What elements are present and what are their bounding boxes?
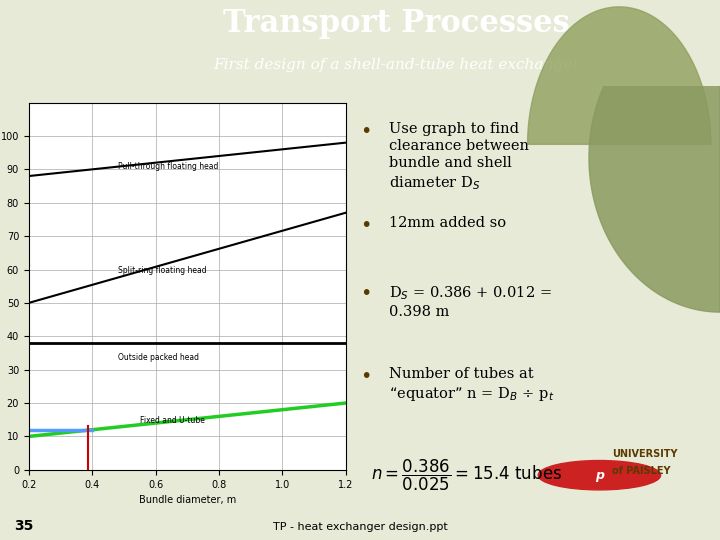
Text: Transport Processes: Transport Processes xyxy=(222,8,570,39)
Polygon shape xyxy=(528,7,711,144)
Text: •: • xyxy=(360,122,372,140)
Text: Use graph to find
clearance between
bundle and shell
diameter D$_S$: Use graph to find clearance between bund… xyxy=(389,122,528,192)
Text: UNIVERSITY: UNIVERSITY xyxy=(612,449,678,458)
Text: p: p xyxy=(595,469,604,482)
Text: of PAISLEY: of PAISLEY xyxy=(612,466,670,476)
Polygon shape xyxy=(589,3,720,312)
Text: $n = \dfrac{0.386}{0.025} = 15.4\ \mathrm{tubes}$: $n = \dfrac{0.386}{0.025} = 15.4\ \mathr… xyxy=(371,457,562,493)
X-axis label: Bundle diameter, m: Bundle diameter, m xyxy=(138,495,236,505)
Text: TP - heat exchanger design.ppt: TP - heat exchanger design.ppt xyxy=(273,522,447,531)
Circle shape xyxy=(538,461,661,490)
Text: 12mm added so: 12mm added so xyxy=(389,216,506,230)
Text: Outside packed head: Outside packed head xyxy=(117,353,199,362)
Text: Fixed and U-tube: Fixed and U-tube xyxy=(140,416,204,425)
Text: •: • xyxy=(360,284,372,303)
Text: First design of a shell-and-tube heat exchanger: First design of a shell-and-tube heat ex… xyxy=(213,58,579,72)
Text: D$_S$ = 0.386 + 0.012 =
0.398 m: D$_S$ = 0.386 + 0.012 = 0.398 m xyxy=(389,284,552,319)
Text: Number of tubes at
“equator” n = D$_B$ ÷ p$_t$: Number of tubes at “equator” n = D$_B$ ÷… xyxy=(389,367,554,403)
Text: Pull-through floating head: Pull-through floating head xyxy=(117,163,218,171)
Text: 35: 35 xyxy=(14,519,34,534)
Text: •: • xyxy=(360,216,372,235)
Text: Split-ring floating head: Split-ring floating head xyxy=(117,266,206,275)
Text: •: • xyxy=(360,367,372,386)
